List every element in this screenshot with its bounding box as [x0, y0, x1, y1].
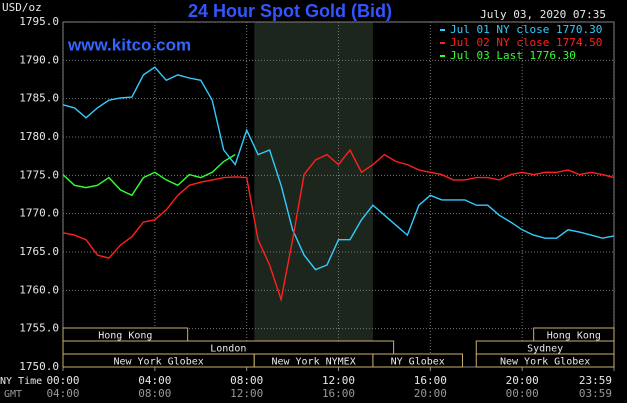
- x-gmt-label: 16:00: [322, 387, 355, 400]
- timestamp: July 03, 2020 07:35: [480, 8, 606, 21]
- x-tick-label: 00:00: [46, 374, 79, 387]
- session-box: [372, 353, 463, 368]
- session-label: New York Globex: [113, 357, 203, 368]
- y-tick-label: 1750.0: [19, 360, 59, 373]
- y-tick-label: 1765.0: [19, 245, 59, 258]
- x-tick-label: 16:00: [414, 374, 447, 387]
- x-gmt-label: 08:00: [138, 387, 171, 400]
- chart-title: 24 Hour Spot Gold (Bid): [188, 1, 392, 21]
- x-tick-label: 04:00: [138, 374, 171, 387]
- chart-subtitle: www.kitco.com: [67, 35, 191, 54]
- x-time-label: NY Time: [0, 376, 42, 387]
- legend-label: Jul 01 NY close 1770.30: [450, 23, 602, 36]
- x-gmt-label: 12:00: [230, 387, 263, 400]
- y-tick-label: 1770.0: [19, 207, 59, 220]
- y-tick-label: 1755.0: [19, 322, 59, 335]
- x-time-label: GMT: [4, 389, 22, 400]
- session-label: New York NYMEX: [271, 357, 355, 368]
- y-tick-label: 1785.0: [19, 92, 59, 105]
- x-gmt-label: 03:59: [579, 387, 612, 400]
- price-line: [62, 153, 236, 197]
- x-gmt-label: 20:00: [414, 387, 447, 400]
- session-label: Sydney: [527, 344, 563, 355]
- session-label: London: [210, 344, 246, 355]
- price-line: [62, 148, 615, 303]
- x-tick-label: 20:00: [506, 374, 539, 387]
- y-tick-label: 1780.0: [19, 130, 59, 143]
- legend-label: Jul 03 Last 1776.30: [450, 49, 576, 62]
- session-label: NY Globex: [391, 357, 445, 368]
- y-tick-label: 1775.0: [19, 168, 59, 181]
- x-tick-label: 12:00: [322, 374, 355, 387]
- session-shade: [254, 22, 373, 367]
- session-label: New York Globex: [500, 357, 590, 368]
- session-box: [475, 353, 615, 368]
- x-gmt-label: 00:00: [506, 387, 539, 400]
- x-tick-label: 08:00: [230, 374, 263, 387]
- y-axis-label: USD/oz: [2, 1, 42, 14]
- x-gmt-label: 04:00: [46, 387, 79, 400]
- session-label: Hong Kong: [98, 331, 152, 342]
- y-tick-label: 1790.0: [19, 53, 59, 66]
- price-line: [62, 66, 615, 271]
- legend-label: Jul 02 NY close 1774.50: [450, 36, 602, 49]
- x-tick-label: 23:59: [579, 374, 612, 387]
- y-tick-label: 1760.0: [19, 283, 59, 296]
- y-tick-label: 1795.0: [19, 15, 59, 28]
- session-label: Hong Kong: [547, 331, 601, 342]
